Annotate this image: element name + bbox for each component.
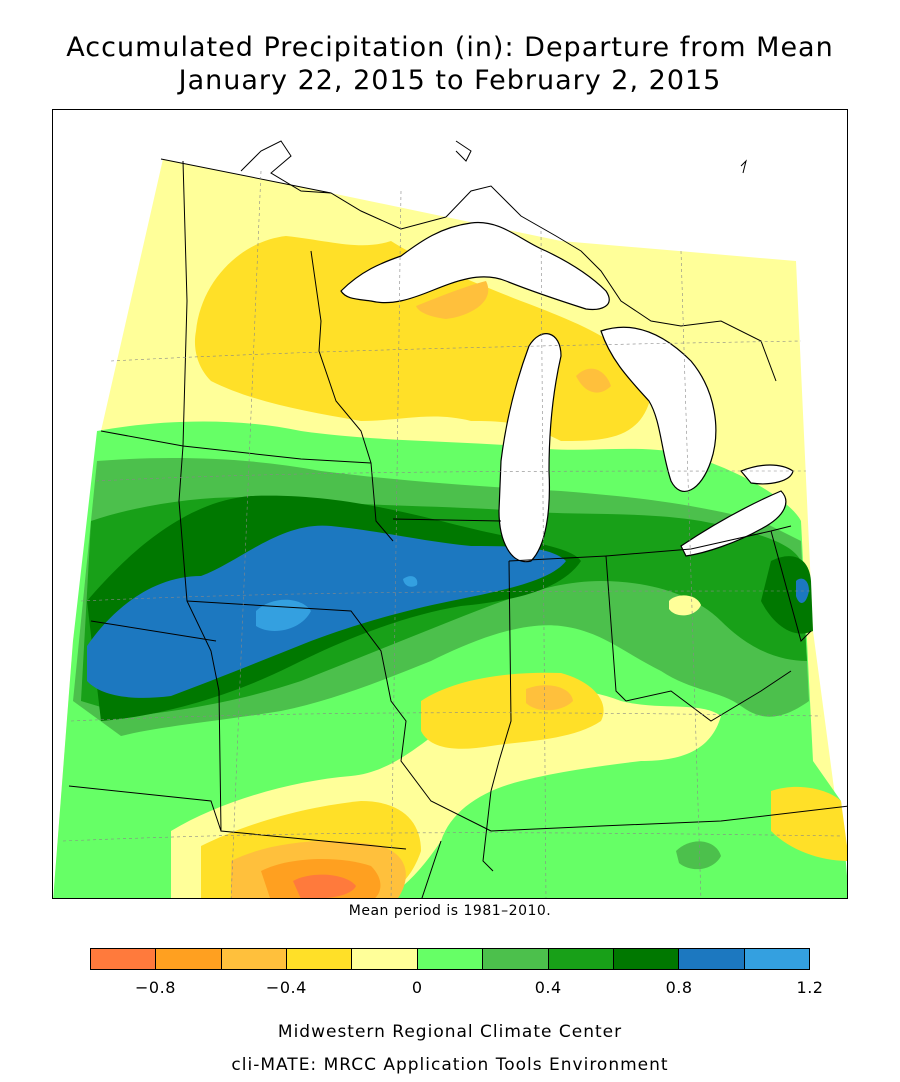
map-title: Accumulated Precipitation (in): Departur… (66, 32, 834, 63)
state-line (178, 500, 220, 692)
lake-erie (680, 490, 787, 557)
canada-coast (240, 140, 777, 382)
precipitation-map (52, 109, 848, 899)
lake-michigan (498, 333, 562, 563)
contour-neg-in-core (526, 685, 573, 711)
legend-swatch (91, 949, 157, 969)
contour-neg-north-core (416, 281, 489, 319)
legend-tick-label: 0 (411, 978, 423, 997)
state-line (310, 250, 394, 542)
state-line (490, 805, 847, 832)
state-line (100, 430, 372, 464)
legend-swatch (352, 949, 418, 969)
state-line (392, 518, 502, 522)
legend-tick-label: −0.8 (135, 978, 176, 997)
lake-superior (340, 221, 610, 311)
mean-period-note: Mean period is 1981–2010. (348, 903, 552, 919)
contour-pos-lightblue2 (403, 576, 418, 587)
legend-swatch (221, 949, 288, 969)
footer-source: Midwestern Regional Climate Center (277, 1022, 623, 1042)
state-line (625, 670, 792, 722)
map-date-range: January 22, 2015 to February 2, 2015 (178, 65, 722, 96)
state-line (160, 158, 447, 230)
legend-swatch (613, 949, 680, 969)
state-line (421, 840, 442, 898)
legend-tick-label: −0.4 (265, 978, 307, 997)
legend-swatch (417, 949, 484, 969)
legend-swatch (679, 949, 745, 969)
graticule (62, 170, 842, 898)
state-line (186, 600, 492, 832)
contour-neg-ky (771, 786, 847, 861)
contour-neg-ohspot (669, 595, 701, 616)
legend-swatch (744, 949, 809, 969)
state-line (770, 530, 812, 642)
footer-tool: cli-MATE: MRCC Application Tools Environ… (231, 1055, 669, 1075)
legend-swatch (548, 949, 614, 969)
legend-tick-label: 1.2 (796, 978, 824, 997)
contour-pos-ohio (761, 556, 813, 634)
legend-tick-label: 0.8 (665, 978, 693, 997)
legend-swatch (287, 949, 353, 969)
contour-pos-blue (87, 525, 566, 698)
color-legend (90, 948, 810, 970)
state-boundaries (68, 158, 847, 898)
contour-pos-ky (676, 841, 721, 870)
state-line (178, 160, 188, 502)
legend-tick-label: 0.4 (534, 978, 562, 997)
contour-neg-south5 (293, 874, 356, 898)
state-line (605, 525, 792, 557)
state-line (482, 790, 494, 872)
state-line (508, 555, 627, 702)
contour-neg-mi (576, 368, 611, 393)
legend-swatch (483, 949, 549, 969)
legend-swatch (156, 949, 222, 969)
state-line (68, 785, 222, 832)
state-line (90, 620, 217, 642)
state-line (490, 560, 512, 792)
